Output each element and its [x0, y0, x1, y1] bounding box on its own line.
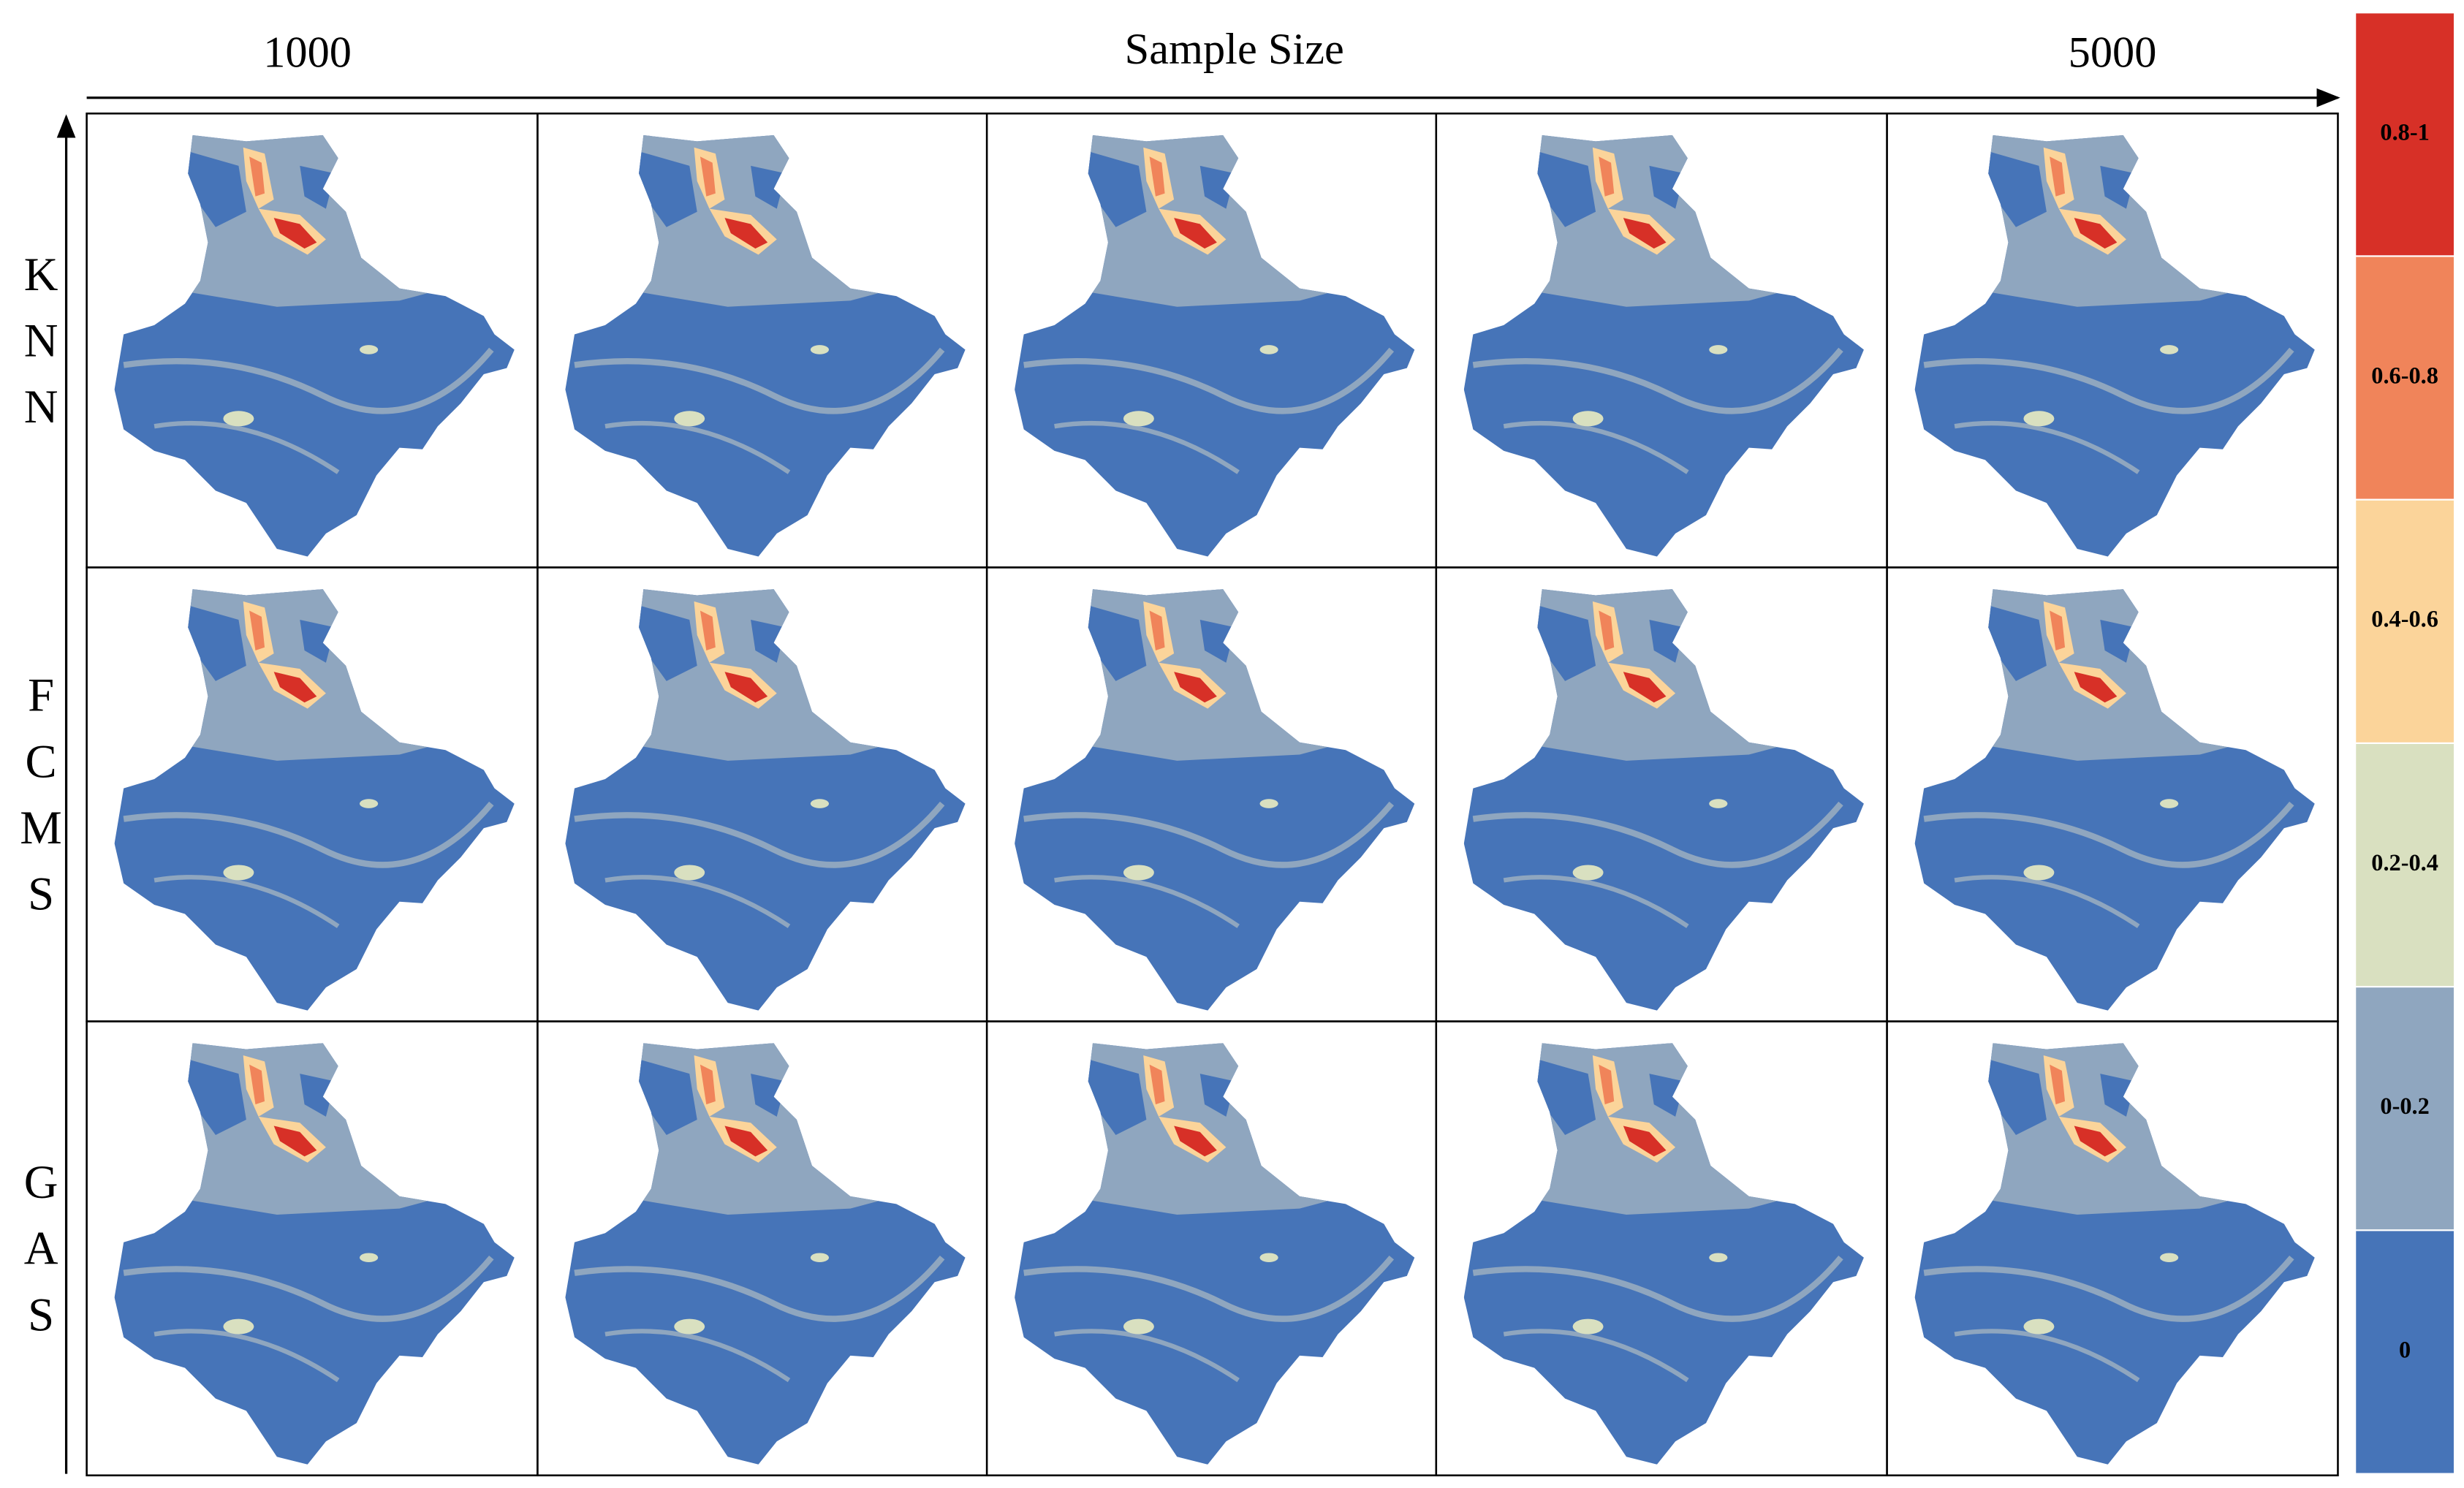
legend-label: 0.2-0.4 [2371, 849, 2438, 876]
legend-label: 0 [2399, 1336, 2411, 1362]
legend-swatch [2354, 742, 2456, 988]
legend-label: 0-0.2 [2380, 1093, 2429, 1119]
header-end: 5000 [2069, 29, 2157, 77]
legend-label: 0.4-0.6 [2371, 606, 2438, 632]
legend-swatch [2354, 986, 2456, 1231]
header-start: 1000 [263, 29, 352, 77]
legend-swatch [2354, 12, 2456, 257]
legend-swatch [2354, 498, 2456, 745]
legend-swatch [2354, 1229, 2456, 1475]
legend: 0.8-1 0.6-0.8 0.4-0.6 0.2-0.4 0-0.2 0 [2354, 12, 2456, 1475]
legend-swatch [2354, 255, 2456, 501]
header-title: Sample Size [1125, 25, 1344, 74]
legend-label: 0.6-0.8 [2371, 362, 2438, 389]
row-labels: K N N F C M S G A S [20, 248, 62, 1340]
legend-label: 0.8-1 [2380, 118, 2429, 145]
panel-grid [86, 113, 2339, 1477]
